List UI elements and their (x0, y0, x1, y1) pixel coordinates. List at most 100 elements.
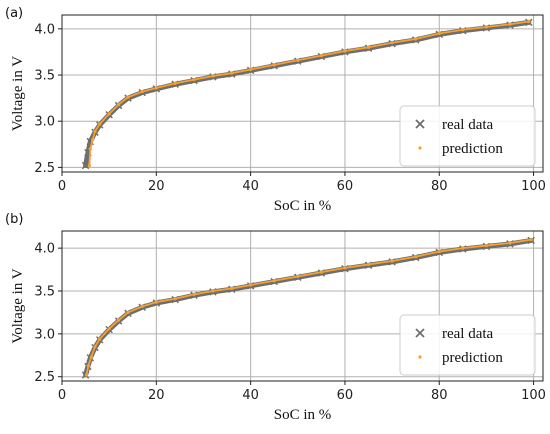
prediction-point (91, 138, 95, 142)
prediction-point (211, 289, 215, 293)
legend-prediction-marker (418, 355, 422, 359)
prediction-point (88, 147, 92, 151)
prediction-point (529, 237, 533, 242)
legend-box (399, 314, 536, 376)
prediction-point (272, 279, 276, 283)
prediction-point (98, 337, 102, 341)
prediction-point (484, 243, 489, 248)
prediction-point (296, 274, 300, 279)
prediction-point (296, 58, 300, 62)
x-axis-label: SoC in % (274, 198, 332, 214)
prediction-point (272, 63, 276, 67)
legend: real data prediction (399, 105, 536, 167)
prediction-point (93, 345, 97, 349)
chart-panel-1: 0 20 40 60 80 100 2.5 3.0 3.5 4.0 real data predict… (5, 212, 546, 423)
y-tick-label: 3.0 (34, 327, 55, 342)
prediction-point (527, 19, 531, 24)
x-tick-label: 80 (431, 388, 448, 403)
chart-panel-0: 0 20 40 60 80 100 2.5 3.0 3.5 4.0 real data predict… (5, 6, 546, 214)
x-tick-label: 60 (337, 179, 354, 194)
prediction-point (230, 286, 234, 291)
prediction-point (390, 259, 394, 263)
legend-real-label: real data (442, 326, 494, 342)
y-tick-label: 3.5 (34, 285, 55, 300)
y-axis-label: Voltage in V (10, 56, 26, 131)
prediction-point (107, 112, 111, 116)
prediction-point (211, 74, 215, 78)
y-tick-label: 4.0 (34, 242, 55, 257)
prediction-point (249, 67, 253, 72)
prediction-point (116, 318, 121, 322)
prediction-points (84, 237, 533, 377)
prediction-point (319, 270, 323, 274)
prediction-point (390, 41, 394, 45)
prediction-point (437, 249, 441, 254)
y-tick-label: 2.5 (34, 161, 55, 176)
x-tick-label: 0 (58, 179, 66, 194)
panel-label: (a) (5, 6, 23, 21)
x-tick-label: 80 (431, 179, 448, 194)
prediction-point (107, 327, 111, 331)
x-tick-label: 40 (242, 388, 259, 403)
prediction-point (343, 49, 347, 53)
panel-label: (b) (5, 212, 23, 227)
legend-prediction-label: prediction (442, 141, 503, 157)
real-data-point (81, 161, 90, 170)
legend-real-marker (415, 119, 425, 129)
prediction-point (173, 81, 177, 85)
axes-frame (61, 230, 544, 382)
y-tick-label: 3.5 (34, 69, 55, 84)
prediction-point (126, 95, 130, 99)
prediction-point (414, 37, 418, 41)
y-tick-label: 2.5 (34, 370, 55, 385)
prediction-points (87, 19, 531, 168)
prediction-point (87, 163, 91, 168)
legend-box (399, 105, 536, 167)
prediction-point (319, 54, 323, 58)
prediction-point (343, 266, 347, 270)
prediction-point (84, 373, 89, 377)
prediction-point (249, 283, 253, 287)
legend-real-label: real data (442, 117, 494, 133)
prediction-point (173, 297, 177, 301)
prediction-point (98, 122, 102, 126)
x-tick-label: 20 (148, 388, 165, 403)
legend-prediction-marker (418, 146, 422, 150)
prediction-point (461, 246, 465, 250)
prediction-point (126, 310, 130, 315)
prediction-point (437, 31, 441, 36)
prediction-point (140, 304, 144, 309)
legend-real-marker (415, 328, 425, 338)
axes-frame (61, 14, 544, 173)
y-axis-label: Voltage in V (10, 268, 26, 343)
x-tick-label: 40 (242, 179, 259, 194)
prediction-point (366, 45, 371, 49)
prediction-point (93, 129, 97, 133)
prediction-point (140, 90, 144, 94)
prediction-point (154, 86, 158, 90)
prediction-point (154, 300, 158, 304)
y-tick-label: 3.0 (34, 115, 55, 130)
prediction-point (192, 292, 196, 297)
prediction-point (86, 363, 91, 368)
prediction-point (508, 22, 512, 26)
legend: real data prediction (399, 314, 536, 376)
x-tick-label: 20 (148, 179, 165, 194)
prediction-point (461, 28, 465, 32)
prediction-point (116, 102, 121, 107)
x-tick-label: 60 (337, 388, 354, 403)
x-axis-label: SoC in % (274, 407, 332, 423)
prediction-point (414, 255, 418, 259)
legend-prediction-label: prediction (442, 350, 503, 366)
y-tick-label: 4.0 (34, 22, 55, 37)
prediction-point (366, 262, 371, 267)
prediction-point (508, 241, 512, 245)
prediction-point (230, 71, 234, 75)
prediction-point (192, 78, 196, 82)
prediction-point (89, 355, 93, 359)
x-tick-label: 100 (521, 388, 546, 403)
prediction-point (484, 25, 489, 29)
x-tick-label: 0 (58, 388, 66, 403)
x-tick-label: 100 (521, 179, 546, 194)
